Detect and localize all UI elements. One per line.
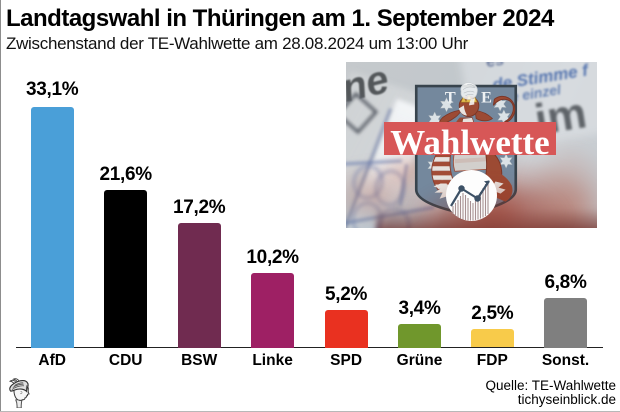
svg-text:E: E — [481, 88, 492, 106]
svg-text:T: T — [445, 88, 456, 106]
